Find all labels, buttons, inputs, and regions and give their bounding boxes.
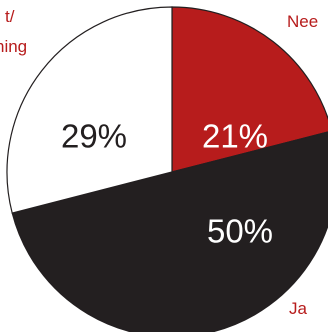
pie-percent-label-2: 50% (207, 213, 273, 250)
legend-label-nee: Nee (287, 12, 318, 31)
legend-label-weet-niet: t/ ning (0, 7, 27, 56)
pie-percent-label-3: 29% (61, 118, 127, 155)
legend-label-weet-line-1: t/ (5, 7, 15, 26)
pie-slice-weet-niet-geen-mening (6, 6, 173, 214)
pie-percent-label-1: 21% (202, 118, 268, 155)
legend-label-weet-line-2: ning (0, 37, 27, 56)
pie-slices (6, 6, 328, 332)
legend-label-ja: Ja (289, 299, 308, 318)
pie-slice-nee (171, 6, 328, 173)
pie-percent-labels: 21% 50% 29% (61, 118, 273, 250)
